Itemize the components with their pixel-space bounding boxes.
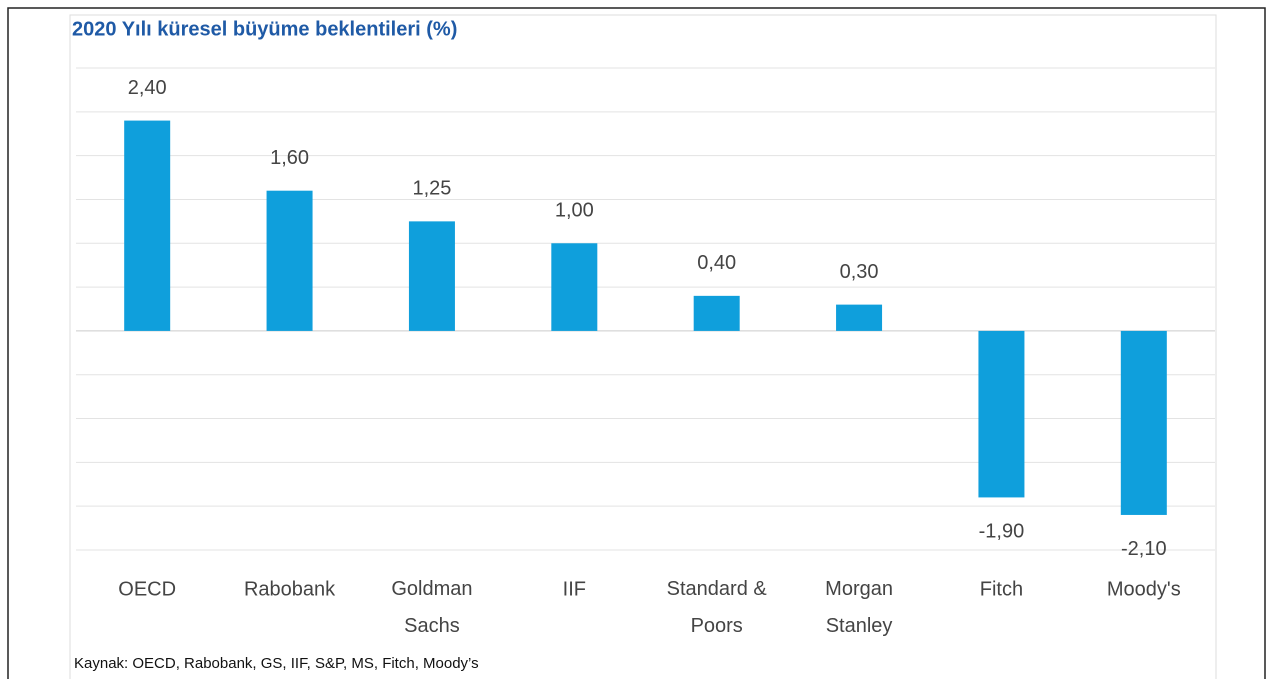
bar (693, 295, 740, 331)
value-label: 0,30 (840, 261, 879, 283)
bar (551, 243, 598, 331)
value-label: 1,60 (270, 147, 309, 169)
value-label: 1,00 (555, 200, 594, 222)
bar (408, 221, 455, 331)
x-tick-label: Fitch (980, 578, 1023, 600)
value-label: -2,10 (1121, 538, 1167, 560)
frame (7, 7, 1266, 679)
x-tick-label: Moody's (1107, 578, 1181, 600)
x-tick-label: IIF (563, 578, 586, 600)
value-label: 1,25 (412, 178, 451, 200)
value-label: 2,40 (128, 77, 167, 99)
value-label: 0,40 (697, 252, 736, 274)
x-tick-label: Morgan Stanley (825, 578, 893, 637)
panel (69, 14, 1217, 679)
x-tick-label: Goldman Sachs (391, 578, 472, 637)
bar (266, 190, 313, 331)
bar (836, 304, 883, 331)
value-label: -1,90 (979, 521, 1025, 543)
source-note: Kaynak: OECD, Rabobank, GS, IIF, S&P, MS… (74, 655, 479, 672)
x-tick-label: Standard & Poors (667, 578, 768, 637)
x-tick-label: Rabobank (244, 578, 336, 600)
x-tick-label: OECD (118, 578, 176, 600)
bar (1120, 330, 1167, 515)
bar (978, 330, 1025, 498)
chart-title: 2020 Yılı küresel büyüme beklentileri (%… (72, 18, 457, 40)
bar (124, 120, 171, 331)
